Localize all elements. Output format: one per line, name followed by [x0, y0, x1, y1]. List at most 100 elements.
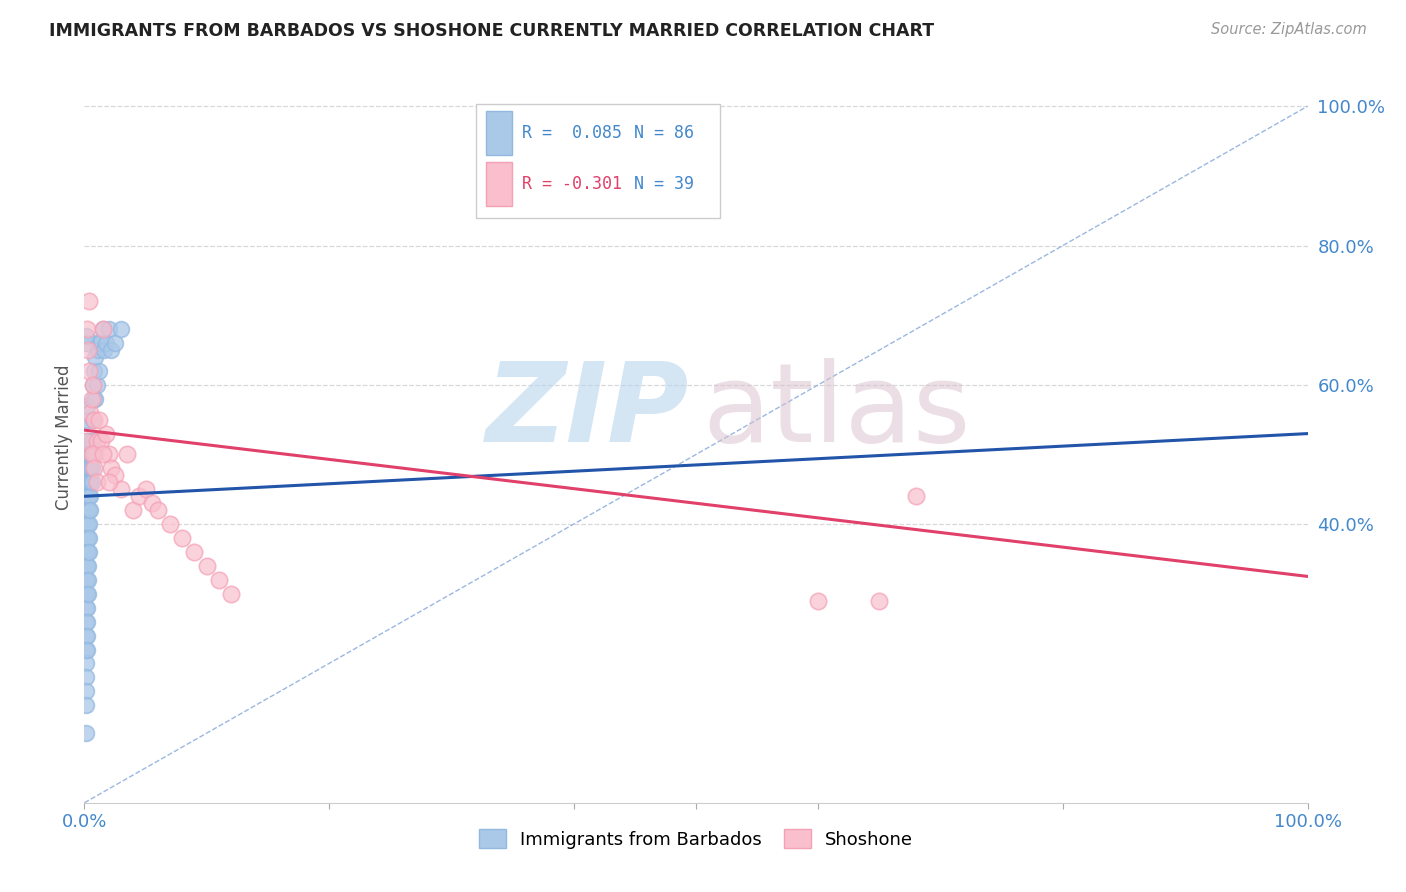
Point	[79, 448, 101, 462]
Point	[75, 573, 97, 587]
Text: atlas: atlas	[702, 358, 970, 465]
Point	[76, 461, 98, 475]
Point	[76, 642, 98, 657]
Point	[91, 322, 114, 336]
Point	[86, 377, 108, 392]
Point	[77, 517, 100, 532]
Point	[91, 322, 114, 336]
Point	[82, 412, 104, 426]
Point	[79, 489, 101, 503]
Point	[219, 587, 242, 601]
FancyBboxPatch shape	[485, 112, 513, 155]
Point	[75, 670, 97, 684]
Point	[76, 615, 98, 629]
Point	[76, 558, 98, 573]
Text: N = 86: N = 86	[614, 124, 695, 143]
Point	[77, 489, 100, 503]
Point	[86, 336, 108, 351]
Point	[183, 545, 205, 559]
Point	[100, 343, 122, 357]
Point	[76, 517, 98, 532]
Point	[208, 573, 231, 587]
Point	[82, 448, 104, 462]
Point	[75, 329, 97, 343]
Point	[77, 531, 100, 545]
FancyBboxPatch shape	[475, 104, 720, 218]
Point	[75, 503, 97, 517]
Point	[76, 412, 98, 426]
Point	[159, 517, 181, 532]
Point	[76, 587, 98, 601]
Point	[82, 377, 104, 392]
Point	[82, 377, 104, 392]
Point	[80, 392, 103, 406]
Point	[77, 503, 100, 517]
Point	[76, 531, 98, 545]
Point	[83, 461, 105, 475]
Point	[87, 364, 110, 378]
Point	[77, 545, 100, 559]
Point	[76, 503, 98, 517]
Point	[84, 350, 107, 364]
Point	[75, 615, 97, 629]
Point	[80, 448, 103, 462]
Text: IMMIGRANTS FROM BARBADOS VS SHOSHONE CURRENTLY MARRIED CORRELATION CHART: IMMIGRANTS FROM BARBADOS VS SHOSHONE CUR…	[49, 22, 935, 40]
Point	[75, 684, 97, 698]
Text: R =  0.085: R = 0.085	[522, 124, 623, 143]
Point	[83, 392, 105, 406]
Point	[104, 336, 127, 351]
Point	[84, 392, 107, 406]
Point	[77, 558, 100, 573]
Point	[77, 294, 100, 309]
Point	[75, 600, 97, 615]
Point	[77, 545, 100, 559]
Point	[77, 587, 100, 601]
Point	[77, 489, 100, 503]
Point	[86, 434, 108, 448]
Legend: Immigrants from Barbados, Shoshone: Immigrants from Barbados, Shoshone	[471, 822, 921, 856]
Point	[75, 336, 97, 351]
Point	[110, 483, 132, 497]
Point	[75, 657, 97, 671]
Point	[195, 558, 218, 573]
Point	[76, 399, 98, 413]
Point	[75, 475, 97, 490]
Point	[80, 461, 103, 475]
Point	[122, 503, 145, 517]
Point	[75, 629, 97, 643]
Point	[79, 475, 101, 490]
Point	[77, 531, 100, 545]
Point	[77, 573, 100, 587]
Point	[77, 475, 100, 490]
Point	[76, 545, 98, 559]
Point	[76, 322, 98, 336]
Text: R = -0.301: R = -0.301	[522, 176, 623, 194]
Point	[87, 412, 110, 426]
Point	[96, 426, 118, 441]
Point	[75, 448, 97, 462]
Point	[75, 558, 97, 573]
Point	[93, 343, 115, 357]
Point	[75, 489, 97, 503]
Point	[80, 475, 103, 490]
Point	[97, 475, 120, 490]
Point	[128, 489, 150, 503]
Point	[80, 448, 103, 462]
Point	[75, 726, 97, 740]
FancyBboxPatch shape	[485, 162, 513, 206]
Point	[76, 600, 98, 615]
Text: ZIP: ZIP	[486, 358, 690, 465]
Point	[96, 336, 118, 351]
Point	[97, 448, 120, 462]
Point	[77, 461, 100, 475]
Point	[90, 434, 112, 448]
Point	[104, 468, 127, 483]
Point	[115, 448, 138, 462]
Point	[77, 364, 100, 378]
Point	[141, 496, 163, 510]
Point	[76, 573, 98, 587]
Point	[97, 322, 120, 336]
Point	[77, 517, 100, 532]
Point	[76, 448, 98, 462]
Point	[76, 434, 98, 448]
